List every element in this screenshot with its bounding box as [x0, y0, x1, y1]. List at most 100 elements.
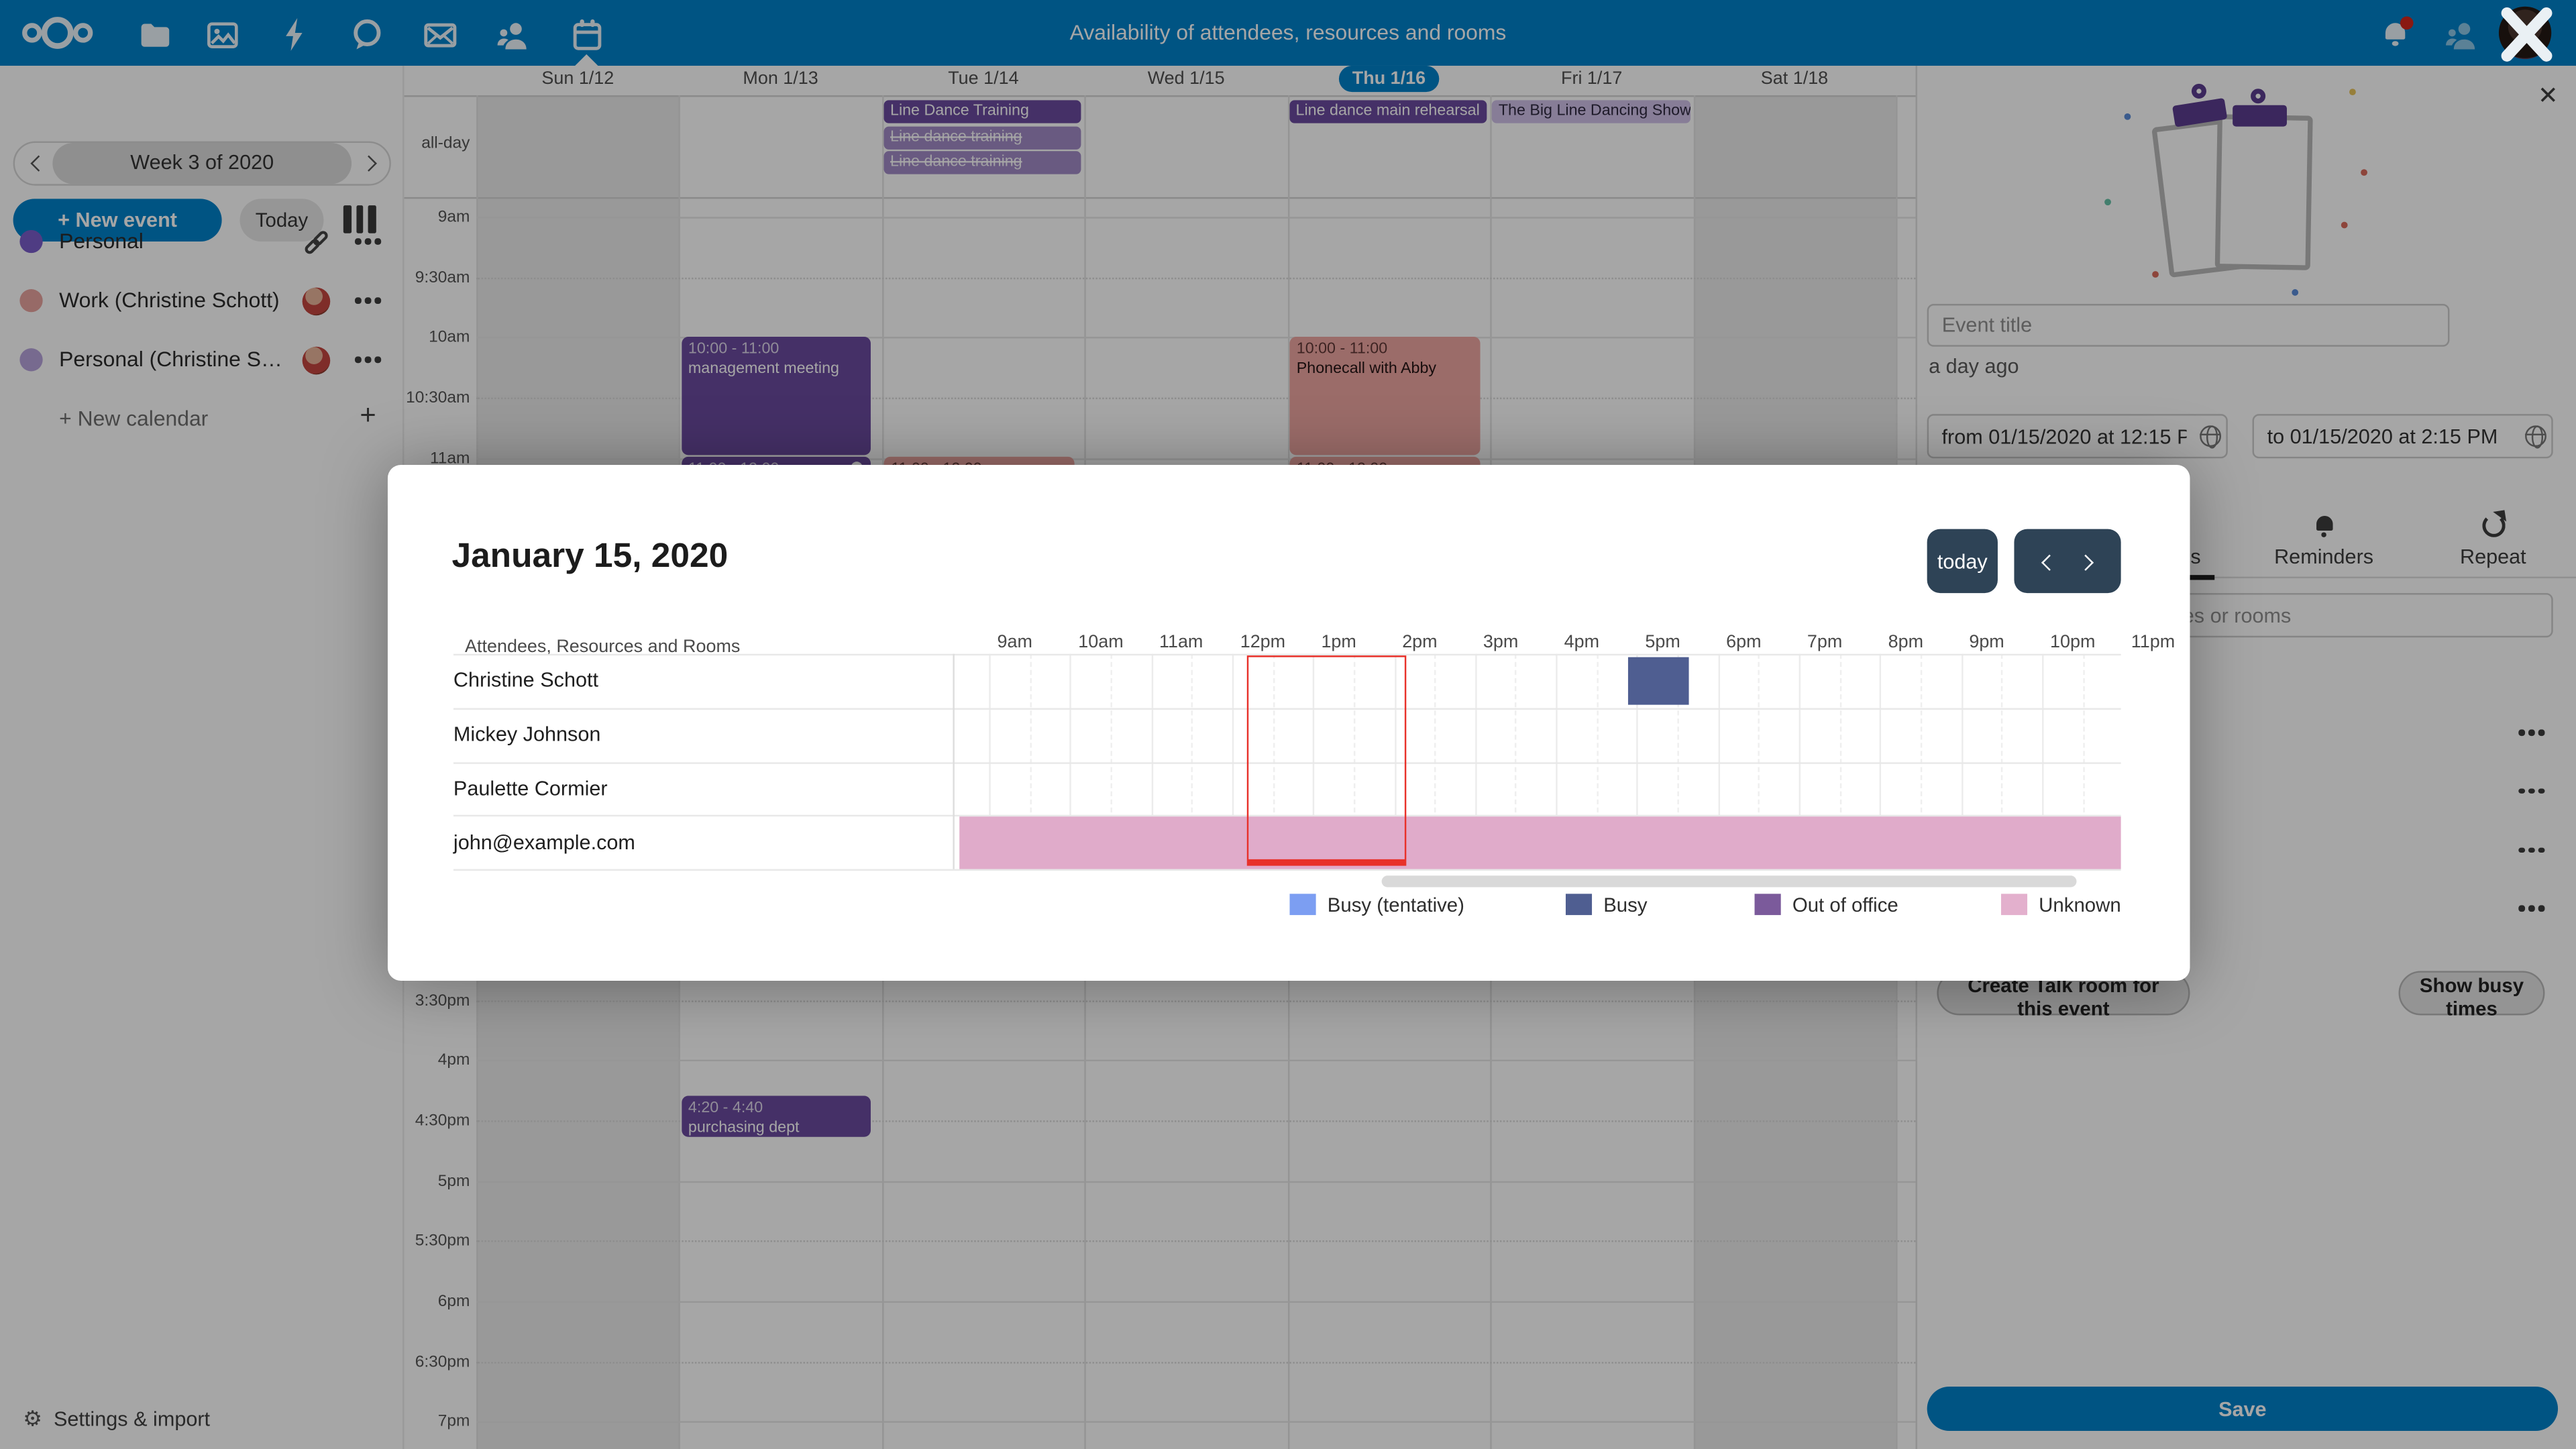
- notifications-bell-icon[interactable]: [2377, 16, 2414, 52]
- end-timezone-globe-icon[interactable]: [2525, 425, 2546, 448]
- save-button[interactable]: Save: [1927, 1386, 2559, 1432]
- attendee-menu-button[interactable]: [2515, 881, 2548, 936]
- new-event-button[interactable]: + New event: [13, 199, 222, 242]
- calendar-color-dot: [19, 348, 43, 372]
- table-header-label: Attendees, Resources and Rooms: [465, 637, 741, 657]
- legend-label: Busy (tentative): [1327, 894, 1464, 917]
- share-link-icon: [303, 228, 331, 256]
- all-day-event[interactable]: Line dance training: [883, 151, 1082, 174]
- half-hour-grid-line: [1596, 653, 1599, 869]
- all-day-event[interactable]: Line Dance Training: [883, 100, 1082, 123]
- today-button[interactable]: Today: [239, 199, 324, 242]
- day-header[interactable]: Thu 1/16: [1287, 65, 1490, 95]
- calendar-event[interactable]: 10:00 - 11:00 Phonecall with Abby: [1289, 337, 1480, 455]
- start-datetime-input[interactable]: [1927, 414, 2228, 459]
- hour-grid-line: [1799, 653, 1801, 869]
- legend-item: Busy (tentative): [1289, 894, 1552, 917]
- hour-grid-line: [1232, 653, 1234, 869]
- end-datetime-input[interactable]: [2252, 414, 2553, 459]
- half-hour-grid-line: [1758, 653, 1760, 869]
- calendar-owner-avatar: [302, 346, 331, 375]
- event-time-selection[interactable]: [1246, 655, 1407, 867]
- calendar-list-item[interactable]: Personal: [0, 212, 404, 271]
- close-x-icon[interactable]: [2494, 3, 2560, 74]
- row-border: [453, 653, 2121, 656]
- all-day-event[interactable]: The Big Line Dancing Show: [1492, 100, 1690, 123]
- view-mode-icon[interactable]: [340, 205, 380, 235]
- calendar-app-icon[interactable]: [568, 16, 604, 52]
- day-header[interactable]: Sun 1/12: [476, 66, 679, 95]
- time-gutter-label: 3:30pm: [415, 991, 470, 1010]
- modal-today-button[interactable]: today: [1927, 529, 1998, 594]
- page-title: Availability of attendees, resources and…: [1069, 19, 1507, 45]
- half-hour-grid-line: [1353, 653, 1356, 869]
- day-header[interactable]: Tue 1/14: [882, 66, 1085, 95]
- week-label[interactable]: Week 3 of 2020: [52, 143, 352, 184]
- talk-icon[interactable]: [348, 16, 384, 52]
- calendar-owner-avatar: [302, 287, 331, 316]
- time-gutter-label: 10:30am: [406, 389, 470, 408]
- horizontal-scrollbar[interactable]: [1381, 875, 2077, 888]
- day-header[interactable]: Sat 1/18: [1693, 66, 1896, 95]
- day-header-label: Sat 1/18: [1760, 68, 1829, 89]
- show-busy-times-button[interactable]: Show busy times: [2398, 971, 2545, 1020]
- settings-import[interactable]: ⚙ Settings & import: [23, 1406, 384, 1439]
- close-sidebar-icon[interactable]: ✕: [2537, 82, 2559, 111]
- attendee-menu-button[interactable]: [2515, 763, 2548, 819]
- calendar-event[interactable]: 10:00 - 11:00 management meeting: [682, 337, 871, 455]
- half-hour-grid-line: [1110, 653, 1112, 869]
- attendee-row: [1917, 763, 2576, 819]
- tab-reminders[interactable]: Reminders: [2239, 506, 2408, 578]
- time-grid-line: [476, 1240, 1916, 1243]
- event-title: Phonecall with Abby: [1296, 360, 1437, 378]
- calendar-list-item[interactable]: Work (Christine Schott): [0, 271, 404, 330]
- calendar-event[interactable]: 4:20 - 4:40 purchasing dept: [682, 1095, 871, 1137]
- modal-prev-next-buttons[interactable]: [2014, 529, 2121, 594]
- contacts-menu-icon[interactable]: [2443, 16, 2479, 52]
- new-calendar-item[interactable]: + New calendar +: [0, 389, 404, 448]
- files-icon[interactable]: [136, 16, 172, 52]
- previous-day-icon[interactable]: [2041, 553, 2057, 570]
- calendar-list-item[interactable]: Personal (Christine Scho…: [0, 330, 404, 389]
- legend-item: Out of office: [1754, 894, 2018, 917]
- photos-icon[interactable]: [204, 16, 240, 52]
- item-menu-button[interactable]: [352, 212, 384, 271]
- attendee-menu-button[interactable]: [2515, 822, 2548, 877]
- attendee-menu-button[interactable]: [2515, 705, 2548, 761]
- event-title-input[interactable]: [1927, 304, 2450, 347]
- timeline-hour-label: 11am: [1159, 632, 1203, 653]
- item-menu-button[interactable]: [352, 330, 384, 389]
- day-header[interactable]: Mon 1/13: [679, 66, 881, 95]
- timeline-hour-label: 3pm: [1483, 632, 1519, 653]
- half-hour-grid-line: [1920, 653, 1923, 869]
- activity-icon[interactable]: [276, 16, 312, 52]
- repeat-icon: [2408, 509, 2576, 542]
- time-grid-line: [476, 1060, 1916, 1062]
- nextcloud-logo[interactable]: [21, 13, 94, 53]
- hour-grid-line: [1556, 653, 1558, 869]
- time-grid-line: [476, 1421, 1916, 1424]
- time-gutter-label: 9:30am: [415, 268, 470, 287]
- row-border: [453, 815, 2121, 818]
- time-grid-line: [476, 1361, 1916, 1363]
- start-timezone-globe-icon[interactable]: [2200, 425, 2222, 448]
- item-menu-button[interactable]: [352, 271, 384, 330]
- timeline-hour-label: 4pm: [1564, 632, 1600, 653]
- half-hour-grid-line: [1191, 653, 1193, 869]
- contacts-icon[interactable]: [494, 16, 531, 52]
- day-header[interactable]: Wed 1/15: [1085, 66, 1287, 95]
- name-column-divider: [953, 653, 955, 869]
- bell-icon: [2239, 509, 2408, 542]
- tab-label: Repeat: [2459, 545, 2526, 569]
- next-day-icon[interactable]: [2078, 553, 2094, 570]
- time-grid-line: [476, 1120, 1916, 1122]
- all-day-event[interactable]: Line dance training: [883, 125, 1082, 149]
- time-grid-line: [476, 277, 1916, 279]
- timeline-hour-label: 5pm: [1645, 632, 1680, 653]
- half-hour-grid-line: [1434, 653, 1436, 869]
- gear-icon: ⚙: [23, 1406, 42, 1432]
- tab-repeat[interactable]: Repeat: [2408, 506, 2576, 578]
- mail-icon[interactable]: [422, 16, 458, 52]
- day-header[interactable]: Fri 1/17: [1491, 66, 1693, 95]
- all-day-event[interactable]: Line dance main rehearsal: [1289, 100, 1487, 123]
